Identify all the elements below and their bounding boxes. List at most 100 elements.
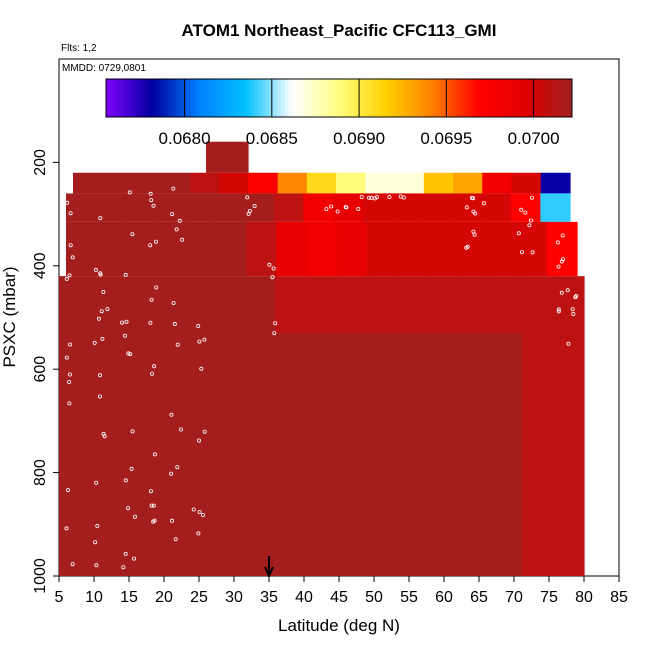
colorbar-segment	[152, 79, 157, 117]
sample-point	[191, 507, 196, 512]
heatmap-cell	[306, 276, 338, 334]
sample-point	[180, 237, 185, 242]
sample-point	[267, 262, 272, 267]
heatmap-cell	[336, 276, 369, 334]
sample-point	[247, 208, 252, 213]
colorbar-segment	[265, 79, 270, 117]
arrow-head	[264, 566, 274, 579]
sample-point	[561, 257, 566, 262]
heatmap-cell	[160, 172, 191, 194]
colorbar-segment	[117, 79, 123, 117]
sample-point	[387, 194, 392, 199]
heatmap-cell	[206, 141, 249, 173]
sample-point	[171, 186, 176, 191]
heatmap-cell	[246, 221, 278, 277]
colorbar-segment	[257, 79, 262, 117]
sample-point	[464, 205, 469, 210]
colorbar-frame	[105, 78, 573, 118]
sample-point	[153, 239, 158, 244]
sample-point	[556, 307, 561, 312]
sample-point	[95, 523, 100, 528]
colorbar-segment	[311, 79, 317, 117]
sample-point	[97, 394, 102, 399]
x-tick-label: 5	[55, 589, 64, 606]
sample-point	[124, 319, 129, 324]
x-axis-label: Latitude (deg N)	[278, 616, 400, 635]
sample-point	[98, 272, 103, 277]
colorbar-segment	[187, 79, 192, 117]
heatmap-cell	[516, 221, 548, 277]
colorbar-segment	[408, 79, 414, 117]
colorbar-segment	[533, 79, 538, 117]
colorbar-segment	[451, 79, 456, 117]
heatmap-cell	[396, 221, 428, 277]
heatmap-cell	[277, 172, 308, 194]
colorbar-segment	[144, 79, 150, 117]
x-tick-label: 25	[190, 589, 208, 606]
sample-point	[570, 307, 575, 312]
sample-point	[154, 285, 159, 290]
sample-point	[126, 506, 131, 511]
colorbar-segment	[156, 79, 161, 117]
x-tick-label: 65	[470, 589, 488, 606]
sample-point	[369, 195, 374, 200]
heatmap-cell	[156, 221, 187, 277]
heatmap-cell	[306, 221, 338, 277]
heatmap-cell	[540, 193, 571, 222]
colorbar-segment	[203, 79, 208, 117]
heatmap-cell	[365, 172, 396, 194]
heatmap-cell	[120, 276, 153, 334]
sample-point	[93, 267, 98, 272]
colorbar: 0.0680 0.0685 0.0690 0.0695 0.0700	[105, 78, 573, 148]
sample-point	[516, 231, 521, 236]
sample-point	[123, 333, 128, 338]
colorbar-segment	[513, 79, 519, 117]
colorbar-segment	[319, 79, 324, 117]
sample-point	[465, 244, 470, 249]
y-axis-label: PSXC (mbar)	[0, 266, 19, 367]
heatmap-cell	[336, 172, 366, 194]
colorbar-segment	[222, 79, 227, 117]
x-tick-label: 60	[435, 589, 453, 606]
sample-point	[271, 266, 276, 271]
sample-point	[171, 300, 176, 305]
sample-point	[374, 195, 379, 200]
colorbar-segment	[346, 79, 352, 117]
colorbar-segment	[109, 79, 115, 117]
heatmap-cell	[189, 172, 220, 194]
sample-point	[196, 531, 201, 536]
sample-point	[565, 288, 570, 293]
heatmap-cell	[213, 276, 245, 334]
sample-point	[471, 196, 476, 201]
x-tick-label: 85	[610, 589, 628, 606]
sample-point	[94, 563, 99, 568]
colorbar-segment	[280, 79, 286, 117]
heatmap-cell	[481, 193, 512, 222]
colorbar-segment	[494, 79, 499, 117]
colorbar-segment	[552, 79, 557, 117]
heatmap-cell	[421, 193, 453, 222]
heatmap-cell	[366, 221, 398, 277]
sample-point	[324, 207, 329, 212]
heatmap-cell	[546, 221, 578, 277]
colorbar-segment	[486, 79, 491, 117]
sample-point	[148, 489, 153, 494]
sample-point	[252, 203, 257, 208]
heatmap-cell	[184, 193, 215, 222]
colorbar-segment	[474, 79, 480, 117]
sample-point	[67, 372, 72, 377]
colorbar-segment	[168, 79, 173, 117]
colorbar-segment	[568, 79, 573, 117]
colorbar-segment	[370, 79, 375, 117]
colorbar-segment	[148, 79, 154, 117]
heatmap-cell	[275, 333, 307, 576]
sample-point	[175, 465, 180, 470]
sample-point	[123, 551, 128, 556]
sample-point	[178, 427, 183, 432]
heatmap-cell	[214, 193, 245, 222]
colorbar-segment	[401, 79, 406, 117]
sample-point	[68, 342, 73, 347]
sample-point	[574, 293, 579, 298]
sample-point	[67, 273, 72, 278]
sample-point	[70, 255, 75, 260]
